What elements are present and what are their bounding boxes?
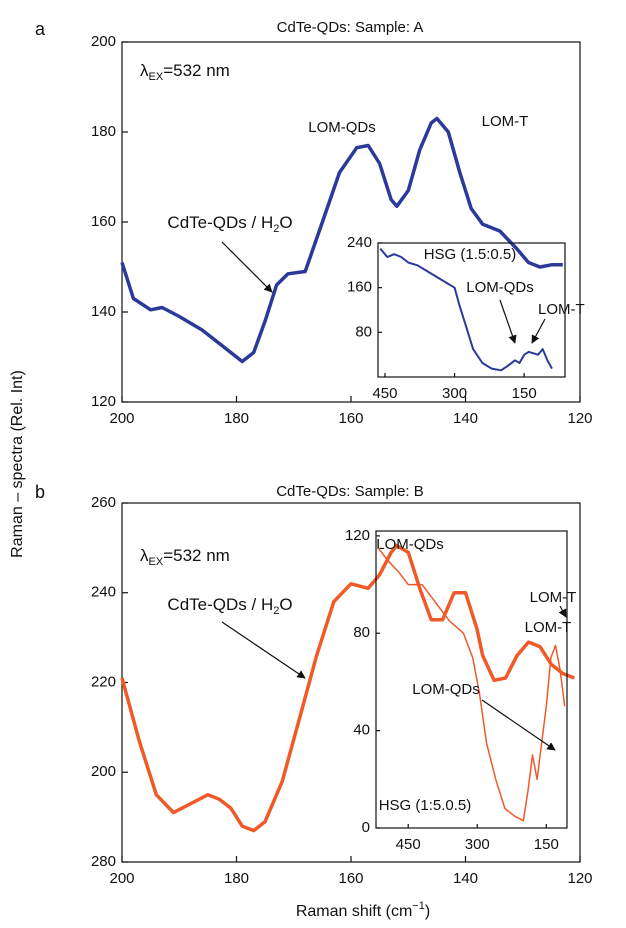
annotation-sub: EX — [149, 71, 164, 83]
y-tick-label: 120 — [91, 393, 116, 410]
annotation: LOM-QDs — [308, 119, 376, 136]
annotation-text: CdTe-QDs / H — [167, 213, 273, 232]
y-tick-label: 120 — [345, 527, 370, 544]
y-tick-label: 180 — [91, 123, 116, 140]
annotation-text: CdTe-QDs / H — [167, 595, 273, 614]
annotation-arrow — [481, 699, 556, 751]
annotation-text: LOM-T — [538, 301, 585, 318]
annotation-arrow — [221, 621, 306, 679]
y-tick-label: 220 — [91, 673, 116, 690]
x-tick-label: 450 — [396, 836, 421, 853]
x-tick-label: 140 — [453, 410, 478, 427]
y-tick-label: 40 — [353, 722, 370, 739]
x-tick-label: 180 — [224, 410, 249, 427]
annotation-text: LOM-T — [530, 589, 577, 606]
annotation-text: HSG (1:5.0.5) — [379, 797, 472, 814]
y-tick-label: 200 — [91, 763, 116, 780]
annotation-text: LOM-QDs — [412, 681, 480, 698]
annotation: LOM-QDs — [376, 536, 444, 553]
y-tick-label: 280 — [91, 853, 116, 870]
y-tick-label: 80 — [355, 323, 372, 340]
annotation: LOM-QDs — [466, 279, 534, 296]
y-tick-label: 80 — [353, 624, 370, 641]
x-tick-label: 300 — [442, 385, 467, 402]
x-tick-label: 160 — [338, 870, 363, 887]
x-tick-label: 150 — [534, 836, 559, 853]
chart-title: CdTe-QDs: Sample: B — [276, 483, 424, 500]
annotation-text: LOM-T — [525, 619, 572, 636]
annotation-after: O — [279, 213, 292, 232]
y-axis-label: Raman – spectra (Rel. Int) — [9, 370, 26, 558]
y-tick-label: 160 — [91, 213, 116, 230]
annotation-after: O — [279, 595, 292, 614]
x-axis-label: Raman shift (cm−1) — [296, 900, 430, 920]
annotation: LOM-QDs — [412, 681, 480, 698]
annotation-sub: 2 — [273, 605, 279, 617]
y-tick-label: 160 — [347, 279, 372, 296]
x-tick-label: 140 — [453, 870, 478, 887]
annotation-after: =532 nm — [163, 546, 230, 565]
data-line — [120, 543, 575, 833]
y-tick-label: 240 — [91, 584, 116, 601]
annotation-arrow — [221, 241, 273, 293]
x-tick-label: 200 — [109, 410, 134, 427]
x-label-sup: −1 — [412, 900, 425, 912]
data-line — [379, 247, 553, 372]
annotation: CdTe-QDs / H2O — [167, 595, 292, 616]
annotation-text: HSG (1.5:0.5) — [424, 246, 517, 263]
x-tick-label: 120 — [567, 410, 592, 427]
x-tick-label: 300 — [465, 836, 490, 853]
annotation: λEX=532 nm — [140, 546, 230, 567]
plot-frame — [377, 242, 566, 378]
panel-label: a — [35, 19, 46, 39]
x-tick-label: 160 — [338, 410, 363, 427]
annotation: HSG (1:5.0.5) — [379, 797, 472, 814]
annotation: HSG (1.5:0.5) — [424, 246, 517, 263]
x-tick-label: 450 — [372, 385, 397, 402]
annotation-after: =532 nm — [163, 61, 230, 80]
annotation-text: λ — [140, 61, 149, 80]
annotation-arrow — [499, 299, 517, 344]
x-label-text: Raman shift (cm — [296, 903, 412, 920]
annotation: LOM-T — [525, 619, 572, 636]
annotation-text: LOM-QDs — [376, 536, 444, 553]
annotation-sub: EX — [149, 556, 164, 568]
annotation-text: LOM-T — [482, 113, 529, 130]
y-tick-label: 200 — [91, 33, 116, 50]
y-tick-label: 140 — [91, 303, 116, 320]
y-tick-label: 0 — [362, 819, 370, 836]
x-tick-label: 120 — [567, 870, 592, 887]
data-line — [120, 116, 563, 364]
annotation: LOM-T — [530, 589, 577, 606]
annotation: CdTe-QDs / H2O — [167, 213, 292, 234]
annotation: LOM-T — [538, 301, 585, 318]
annotation-text: LOM-QDs — [308, 119, 376, 136]
x-label-after: ) — [425, 903, 430, 920]
annotation: λEX=532 nm — [140, 61, 230, 82]
x-tick-label: 200 — [109, 870, 134, 887]
chart-title: CdTe-QDs: Sample: A — [277, 19, 424, 36]
annotation: LOM-T — [482, 113, 529, 130]
plot-frame — [375, 530, 568, 829]
y-tick-label: 260 — [91, 494, 116, 511]
annotation-text: λ — [140, 546, 149, 565]
annotation-arrow — [531, 318, 546, 344]
annotation-text: LOM-QDs — [466, 279, 534, 296]
annotation-arrow — [558, 605, 567, 618]
x-tick-label: 150 — [512, 385, 537, 402]
x-tick-label: 180 — [224, 870, 249, 887]
annotation-sub: 2 — [273, 223, 279, 235]
data-line — [377, 547, 566, 822]
panel-label: b — [35, 482, 45, 502]
y-tick-label: 240 — [347, 234, 372, 251]
